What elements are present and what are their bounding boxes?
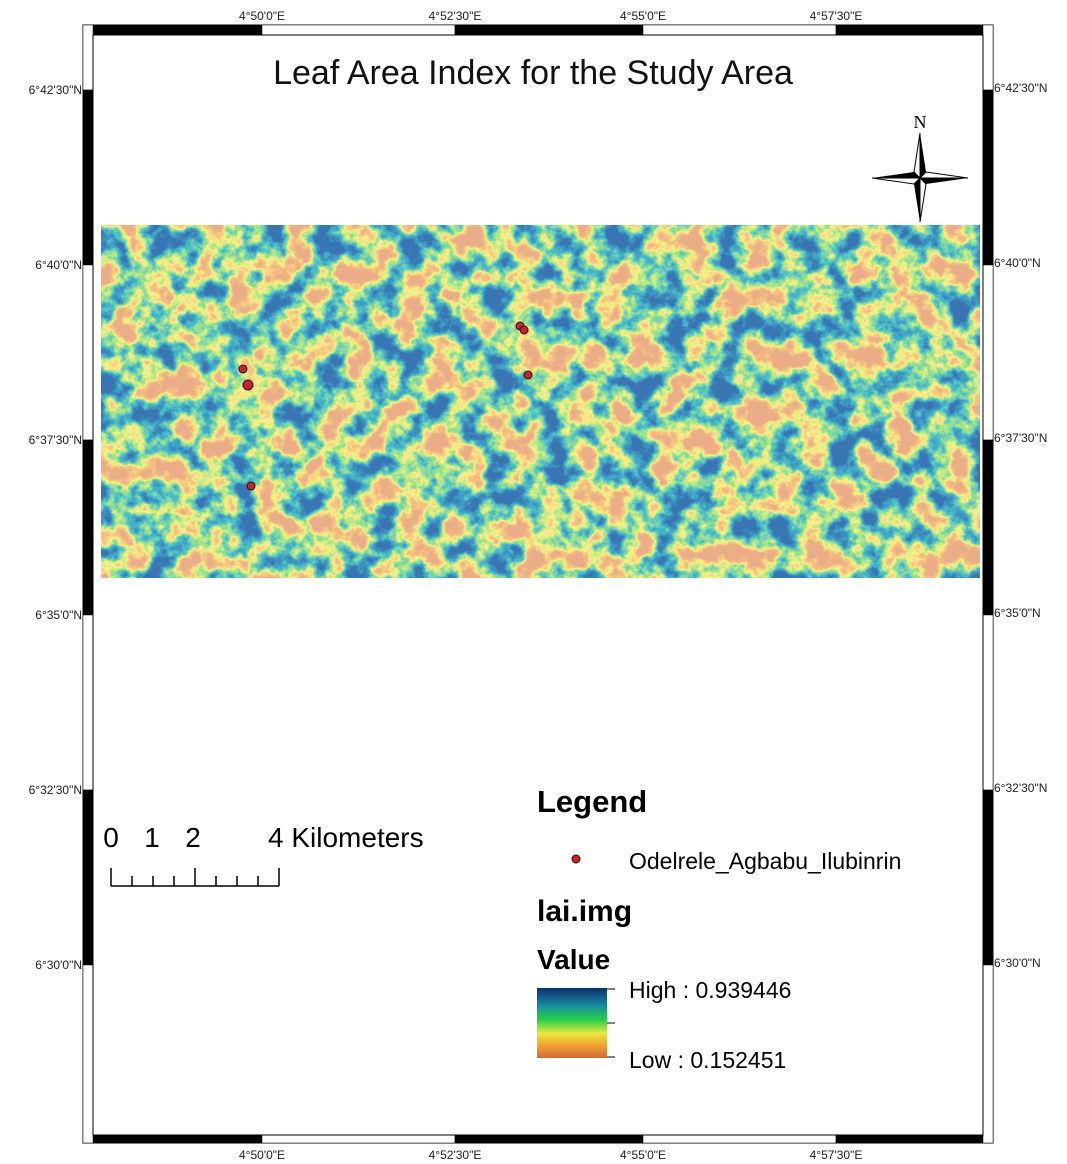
top-coord-label: 4°52'30"E	[429, 9, 482, 23]
left-coord-label: 6°32'30"N	[29, 783, 82, 797]
border-segment	[982, 964, 994, 1144]
border-segment	[82, 439, 94, 616]
left-coord-label: 6°30'0"N	[35, 958, 82, 972]
scale-label: 1	[144, 822, 160, 853]
border-segment	[982, 264, 994, 441]
scale-label: 4 Kilometers	[268, 822, 424, 853]
bottom-coord-label: 4°52'30"E	[429, 1148, 482, 1162]
left-coord-label: 6°35'0"N	[35, 608, 82, 622]
top-coord-label: 4°57'30"E	[810, 9, 863, 23]
legend-color-ramp	[537, 988, 607, 1058]
right-coord-label: 6°40'0"N	[994, 256, 1041, 270]
legend-field: Value	[537, 944, 610, 975]
bottom-coord-label: 4°50'0"E	[239, 1148, 285, 1162]
inner-frame	[92, 34, 984, 1136]
lai-raster	[101, 225, 980, 578]
sample-point	[246, 481, 256, 491]
arrow-part	[918, 171, 969, 179]
top-coord-label: 4°55'0"E	[620, 9, 666, 23]
arrow-part	[920, 133, 926, 178]
legend-point-symbol	[571, 854, 581, 864]
border-segment	[82, 789, 94, 966]
top-coord-label: 4°50'0"E	[239, 9, 285, 23]
legend: Legend Odelrele_Agbabu_Ilubinrin lai.img…	[537, 784, 901, 1073]
bottom-coord-label: 4°57'30"E	[810, 1148, 863, 1162]
border-segment	[982, 439, 994, 616]
border-segment	[82, 24, 94, 91]
border-segment	[82, 264, 94, 441]
arrow-part	[871, 177, 922, 185]
legend-points-layer: Odelrele_Agbabu_Ilubinrin	[629, 848, 901, 874]
right-coord-label: 6°42'30"N	[994, 81, 1047, 95]
border-segment	[835, 24, 994, 36]
sample-points	[238, 321, 533, 491]
arrow-part	[914, 178, 920, 222]
bottom-coord-label: 4°55'0"E	[620, 1148, 666, 1162]
legend-raster-layer: lai.img	[537, 895, 632, 928]
arrow-part	[872, 172, 920, 178]
coordinate-labels: 4°50'0"E 4°52'30"E 4°55'0"E 4°57'30"E 4°50'0…	[29, 9, 1048, 1162]
border-segment	[82, 964, 94, 1144]
scale-ticks	[110, 868, 280, 887]
arrow-part	[920, 178, 968, 184]
left-coord-label: 6°42'30"N	[29, 83, 82, 97]
right-coord-label: 6°32'30"N	[994, 781, 1047, 795]
scale-label: 2	[185, 822, 201, 853]
border-segment	[642, 24, 837, 36]
north-label: N	[914, 112, 927, 132]
left-coord-label: 6°37'30"N	[29, 433, 82, 447]
sample-point	[238, 364, 248, 374]
right-coord-label: 6°37'30"N	[994, 431, 1047, 445]
border-segment	[261, 24, 456, 36]
sample-point	[519, 325, 529, 335]
border-segment	[982, 89, 994, 266]
border-segment	[982, 24, 994, 91]
left-coord-label: 6°40'0"N	[35, 258, 82, 272]
legend-title: Legend	[537, 784, 647, 819]
legend-low: Low : 0.152451	[629, 1047, 786, 1073]
right-coord-label: 6°30'0"N	[994, 956, 1041, 970]
north-arrow: N	[871, 112, 969, 223]
sample-point	[242, 379, 254, 391]
border-segment	[82, 89, 94, 266]
border-segment	[82, 24, 263, 36]
map-title: Leaf Area Index for the Study Area	[273, 54, 793, 92]
legend-high: High : 0.939446	[629, 977, 791, 1003]
border-segment	[454, 24, 644, 36]
scale-bar: 0 1 2 4 Kilometers	[103, 822, 424, 887]
sample-point	[523, 370, 533, 380]
right-coord-label: 6°35'0"N	[994, 606, 1041, 620]
scale-label: 0	[103, 822, 119, 853]
border-segment	[982, 614, 994, 791]
border-segment	[82, 614, 94, 791]
border-segment	[982, 789, 994, 966]
